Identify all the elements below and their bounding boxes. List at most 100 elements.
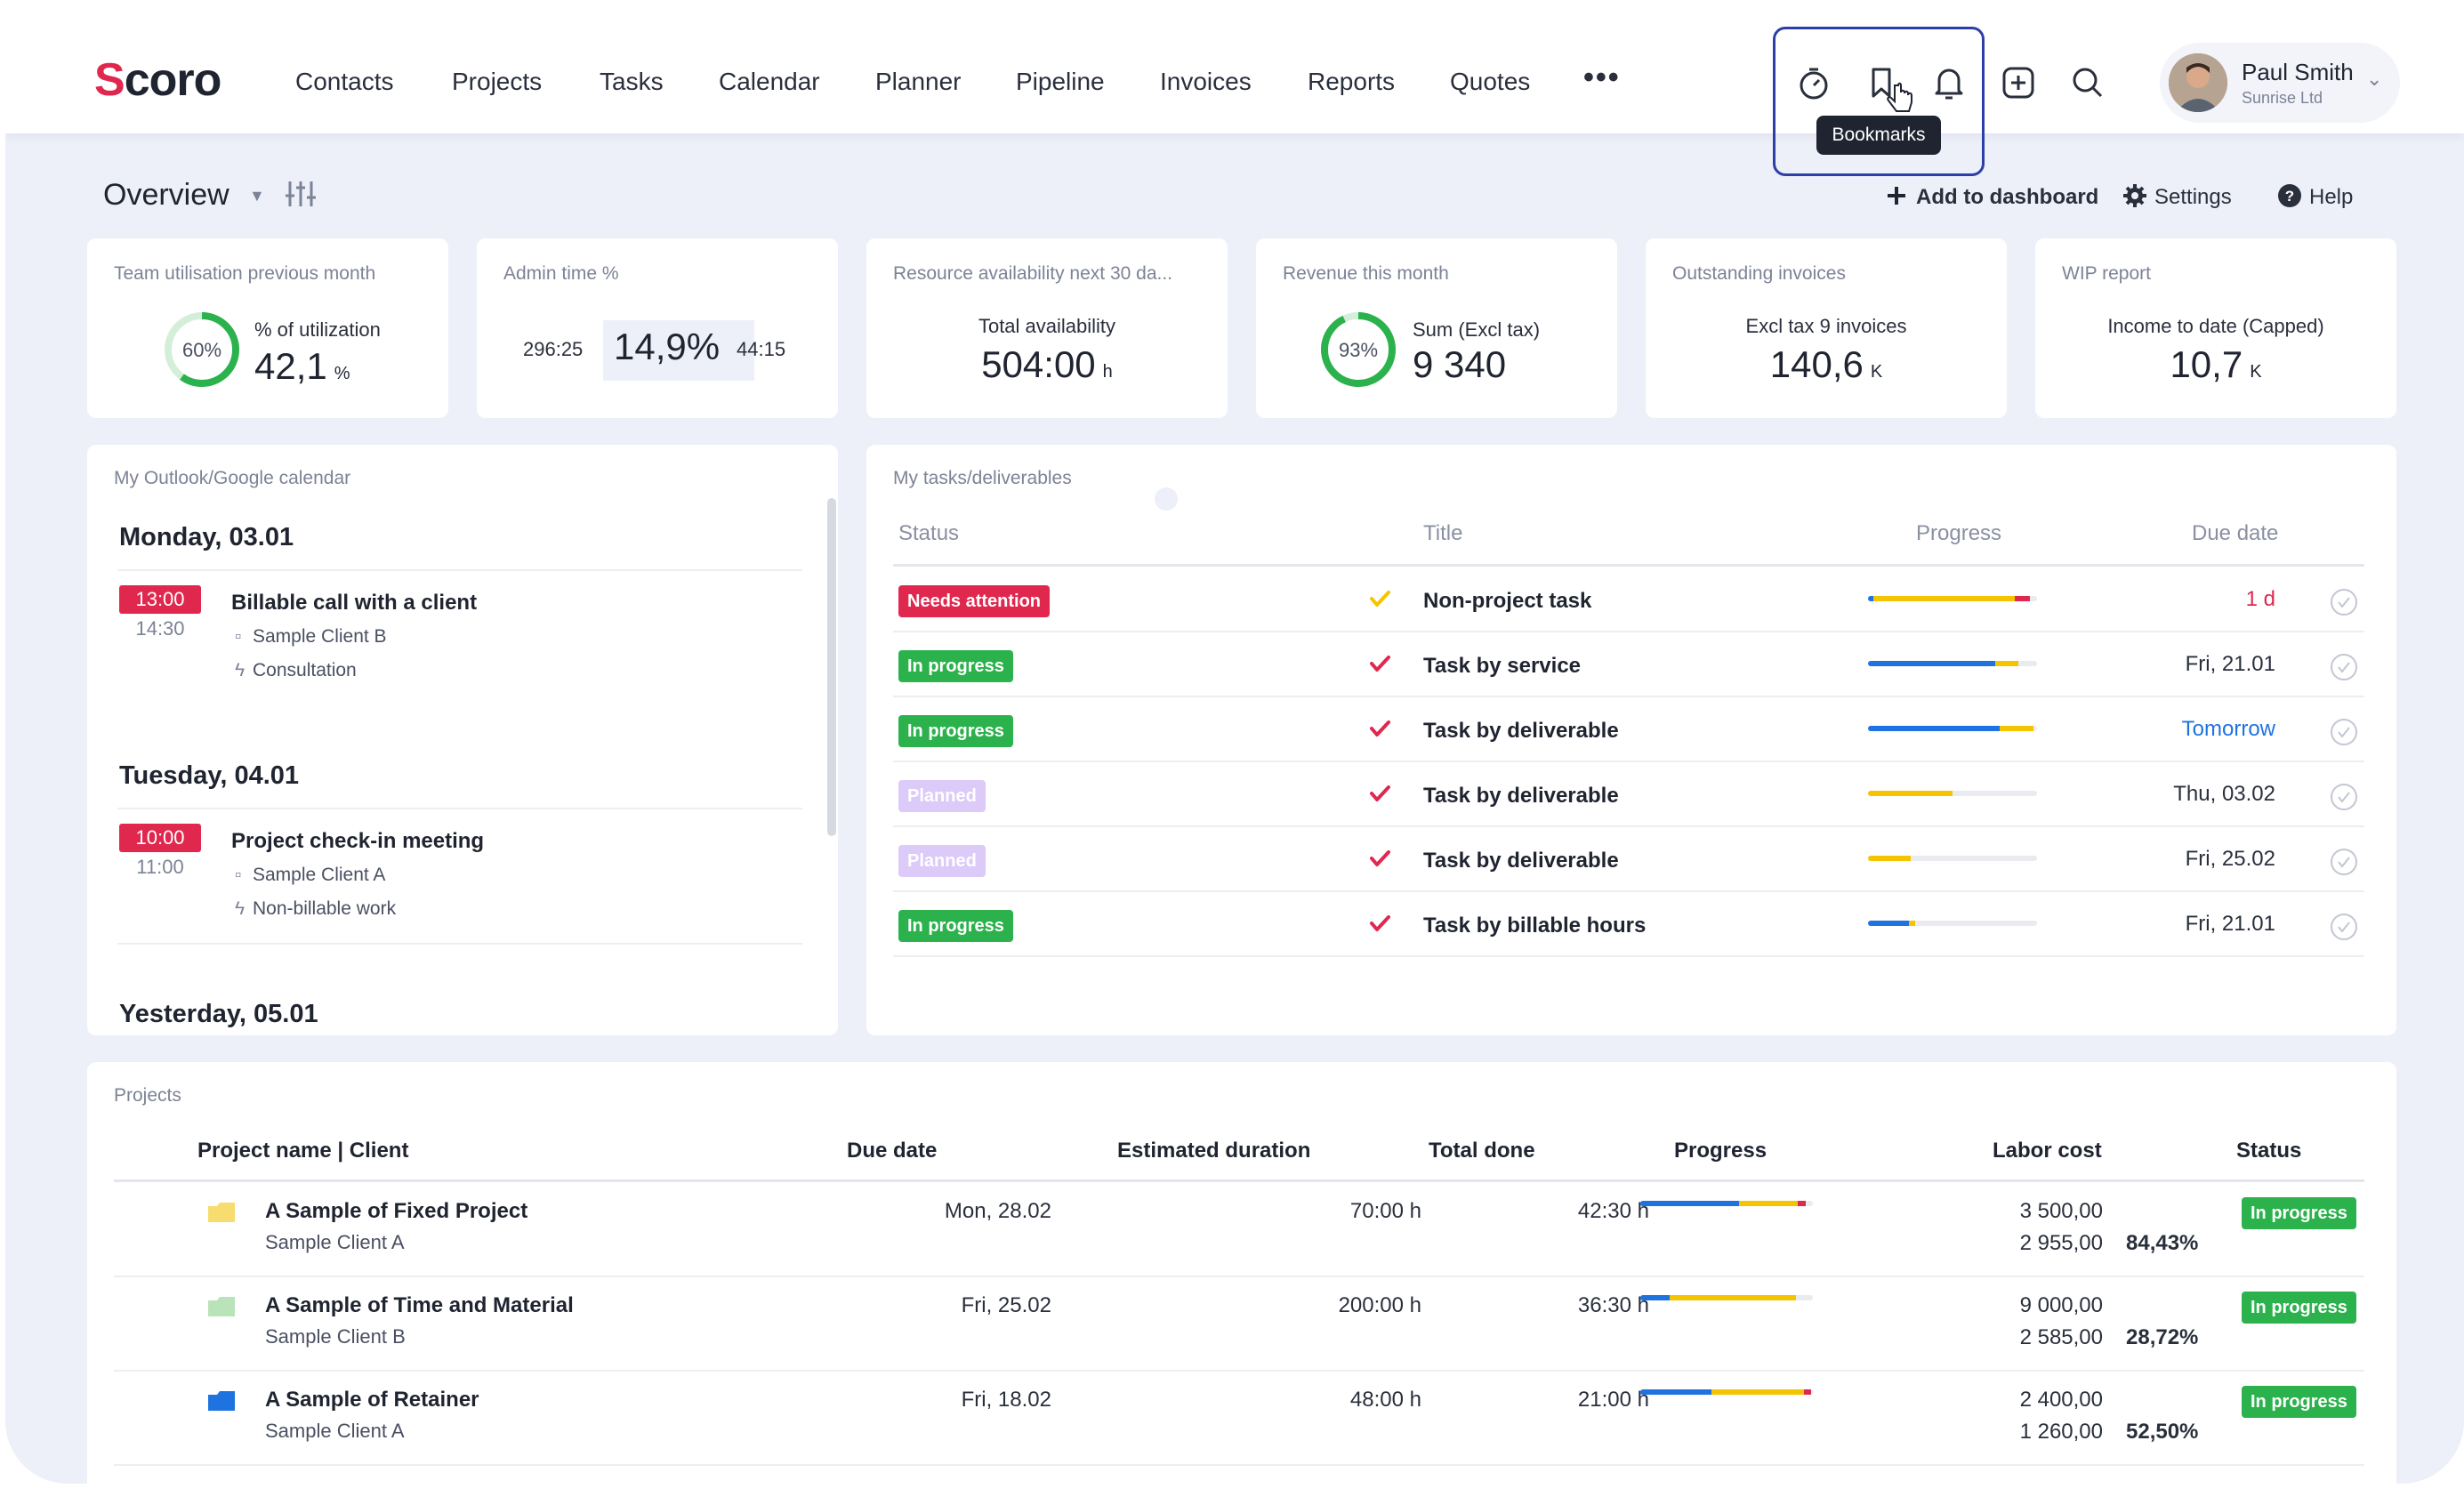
event-title: Project check-in meeting bbox=[231, 829, 485, 853]
help-button[interactable]: ? Help bbox=[2277, 183, 2353, 210]
building-icon: ▫ bbox=[235, 865, 242, 885]
task-row[interactable]: In progress Task by billable hours Fri, 21… bbox=[893, 892, 2364, 957]
add-to-dashboard-button[interactable]: Add to dashboard bbox=[1884, 183, 2098, 210]
column-header-progress[interactable]: Progress bbox=[1916, 521, 2002, 545]
status-badge: Planned bbox=[898, 780, 986, 812]
kpi-resource-availability[interactable]: Resource availability next 30 da... Tota… bbox=[866, 238, 1228, 418]
kpi-admin-time[interactable]: Admin time % 296:25 14,9% 44:15 bbox=[477, 238, 838, 418]
progress-segment bbox=[1640, 1295, 1670, 1300]
nav-quotes[interactable]: Quotes bbox=[1450, 68, 1531, 95]
calendar-day-heading: Tuesday, 04.01 bbox=[119, 761, 300, 790]
bookmarks-highlight-frame bbox=[1773, 27, 1985, 176]
progress-segment bbox=[1711, 1389, 1805, 1395]
project-estimated-duration: 200:00 h bbox=[1338, 1293, 1421, 1317]
kpi-label: Resource availability next 30 da... bbox=[893, 263, 1173, 284]
event-client: ▫ Sample Client B bbox=[235, 626, 387, 647]
sliders-icon[interactable] bbox=[283, 176, 318, 212]
task-row[interactable]: In progress Task by service Fri, 21.01 bbox=[893, 632, 2364, 697]
progress-segment bbox=[2015, 596, 2031, 601]
complete-check-icon[interactable] bbox=[2329, 587, 2359, 617]
calendar-day-heading: Monday, 03.01 bbox=[119, 523, 294, 551]
kpi-sub: Excl tax 9 invoices bbox=[1745, 315, 1907, 337]
timer-icon[interactable] bbox=[1793, 62, 1834, 103]
nav-contacts[interactable]: Contacts bbox=[295, 68, 394, 95]
nav-projects[interactable]: Projects bbox=[452, 68, 543, 95]
complete-check-icon[interactable] bbox=[2329, 717, 2359, 747]
kpi-outstanding-invoices[interactable]: Outstanding invoices Excl tax 9 invoices… bbox=[1646, 238, 2007, 418]
search-icon[interactable] bbox=[2067, 62, 2108, 103]
progress-segment bbox=[1994, 661, 2019, 666]
scoro-logo[interactable]: Scoro bbox=[94, 54, 221, 106]
progress-bar bbox=[1868, 791, 2037, 796]
project-name[interactable]: A Sample of Fixed Project bbox=[265, 1199, 528, 1223]
complete-check-icon[interactable] bbox=[2329, 782, 2359, 812]
project-name[interactable]: A Sample of Time and Material bbox=[265, 1293, 574, 1317]
caret-down-icon[interactable]: ▼ bbox=[249, 187, 265, 205]
project-client[interactable]: Sample Client A bbox=[265, 1420, 405, 1442]
project-client[interactable]: Sample Client B bbox=[265, 1325, 406, 1348]
nav-tasks[interactable]: Tasks bbox=[600, 68, 664, 95]
complete-check-icon[interactable] bbox=[2329, 847, 2359, 877]
nav-planner[interactable]: Planner bbox=[875, 68, 962, 95]
kpi-right-value: 44:15 bbox=[737, 338, 786, 360]
kpi-value: 10,7 K bbox=[2170, 343, 2262, 385]
nav-calendar[interactable]: Calendar bbox=[719, 68, 820, 95]
status-badge: In progress bbox=[898, 715, 1013, 747]
column-header-title[interactable]: Title bbox=[1423, 521, 1463, 545]
project-row[interactable]: A Sample of Fixed Project Sample Client A… bbox=[114, 1183, 2364, 1277]
progress-segment bbox=[1669, 1295, 1796, 1300]
more-menu-button[interactable]: ••• bbox=[1583, 60, 1621, 94]
task-title: Task by billable hours bbox=[1423, 914, 1647, 938]
column-header-status[interactable]: Status bbox=[2236, 1139, 2302, 1163]
loading-dot bbox=[1155, 487, 1178, 511]
user-menu[interactable]: Paul Smith Sunrise Ltd ⌄ bbox=[2160, 43, 2400, 123]
progress-segment bbox=[1868, 596, 1873, 601]
project-client[interactable]: Sample Client A bbox=[265, 1231, 405, 1253]
kpi-value: 140,6 K bbox=[1769, 343, 1883, 385]
page-title[interactable]: Overview bbox=[103, 178, 229, 212]
kpi-sub: Income to date (Capped) bbox=[2107, 315, 2324, 337]
task-due-date: Thu, 03.02 bbox=[2173, 782, 2275, 806]
task-row[interactable]: Planned Task by deliverable Fri, 25.02 bbox=[893, 827, 2364, 892]
settings-button[interactable]: Settings bbox=[2122, 183, 2232, 210]
project-due-date: Mon, 28.02 bbox=[944, 1199, 1051, 1223]
project-total-done: 21:00 h bbox=[1577, 1388, 1649, 1412]
kpi-sub: % of utilization bbox=[254, 318, 381, 341]
bookmark-icon[interactable] bbox=[1861, 62, 1902, 103]
project-name[interactable]: A Sample of Retainer bbox=[265, 1388, 479, 1412]
avatar bbox=[2169, 53, 2227, 112]
column-header-project-name[interactable]: Project name | Client bbox=[197, 1139, 409, 1163]
add-square-icon[interactable] bbox=[1998, 62, 2039, 103]
column-header-status[interactable]: Status bbox=[898, 521, 960, 545]
kpi-value: 9 340 bbox=[1413, 343, 1507, 385]
task-row[interactable]: Needs attention Non-project task 1 d bbox=[893, 567, 2364, 632]
calendar-panel: My Outlook/Google calendar Monday, 03.01… bbox=[87, 445, 838, 1035]
kpi-revenue[interactable]: Revenue this month 93% Sum (Excl tax) 9 … bbox=[1256, 238, 1617, 418]
complete-check-icon[interactable] bbox=[2329, 652, 2359, 682]
column-header-due-date[interactable]: Due date bbox=[847, 1139, 938, 1163]
project-row[interactable]: A Sample of Time and Material Sample Clie… bbox=[114, 1277, 2364, 1372]
progress-segment bbox=[1640, 1389, 1711, 1395]
complete-check-icon[interactable] bbox=[2329, 912, 2359, 942]
bell-icon[interactable] bbox=[1929, 62, 1969, 103]
nav-reports[interactable]: Reports bbox=[1308, 68, 1396, 95]
column-header-progress[interactable]: Progress bbox=[1674, 1139, 1767, 1163]
project-row[interactable]: A Sample of Retainer Sample Client A Fri, … bbox=[114, 1372, 2364, 1466]
status-badge: Planned bbox=[898, 845, 986, 877]
labor-cost-percent: 52,50% bbox=[2126, 1420, 2199, 1444]
kpi-wip-report[interactable]: WIP report Income to date (Capped) 10,7 K bbox=[2035, 238, 2396, 418]
column-header-total-done[interactable]: Total done bbox=[1429, 1139, 1535, 1163]
nav-pipeline[interactable]: Pipeline bbox=[1016, 68, 1105, 95]
column-header-due-date[interactable]: Due date bbox=[2192, 521, 2279, 545]
column-header-labor-cost[interactable]: Labor cost bbox=[1993, 1139, 2102, 1163]
kpi-team-utilisation[interactable]: Team utilisation previous month 60% % of… bbox=[87, 238, 448, 418]
nav-invoices[interactable]: Invoices bbox=[1160, 68, 1252, 95]
panel-label: My Outlook/Google calendar bbox=[114, 468, 351, 488]
column-header-estimated-duration[interactable]: Estimated duration bbox=[1117, 1139, 1311, 1163]
task-row[interactable]: Planned Task by deliverable Thu, 03.02 bbox=[893, 762, 2364, 827]
add-to-dashboard-label: Add to dashboard bbox=[1916, 185, 2099, 209]
scrollbar[interactable] bbox=[827, 498, 836, 836]
progress-bar bbox=[1868, 726, 2037, 731]
task-row[interactable]: In progress Task by deliverable Tomorrow bbox=[893, 697, 2364, 762]
kpi-sub: Total availability bbox=[978, 315, 1116, 337]
